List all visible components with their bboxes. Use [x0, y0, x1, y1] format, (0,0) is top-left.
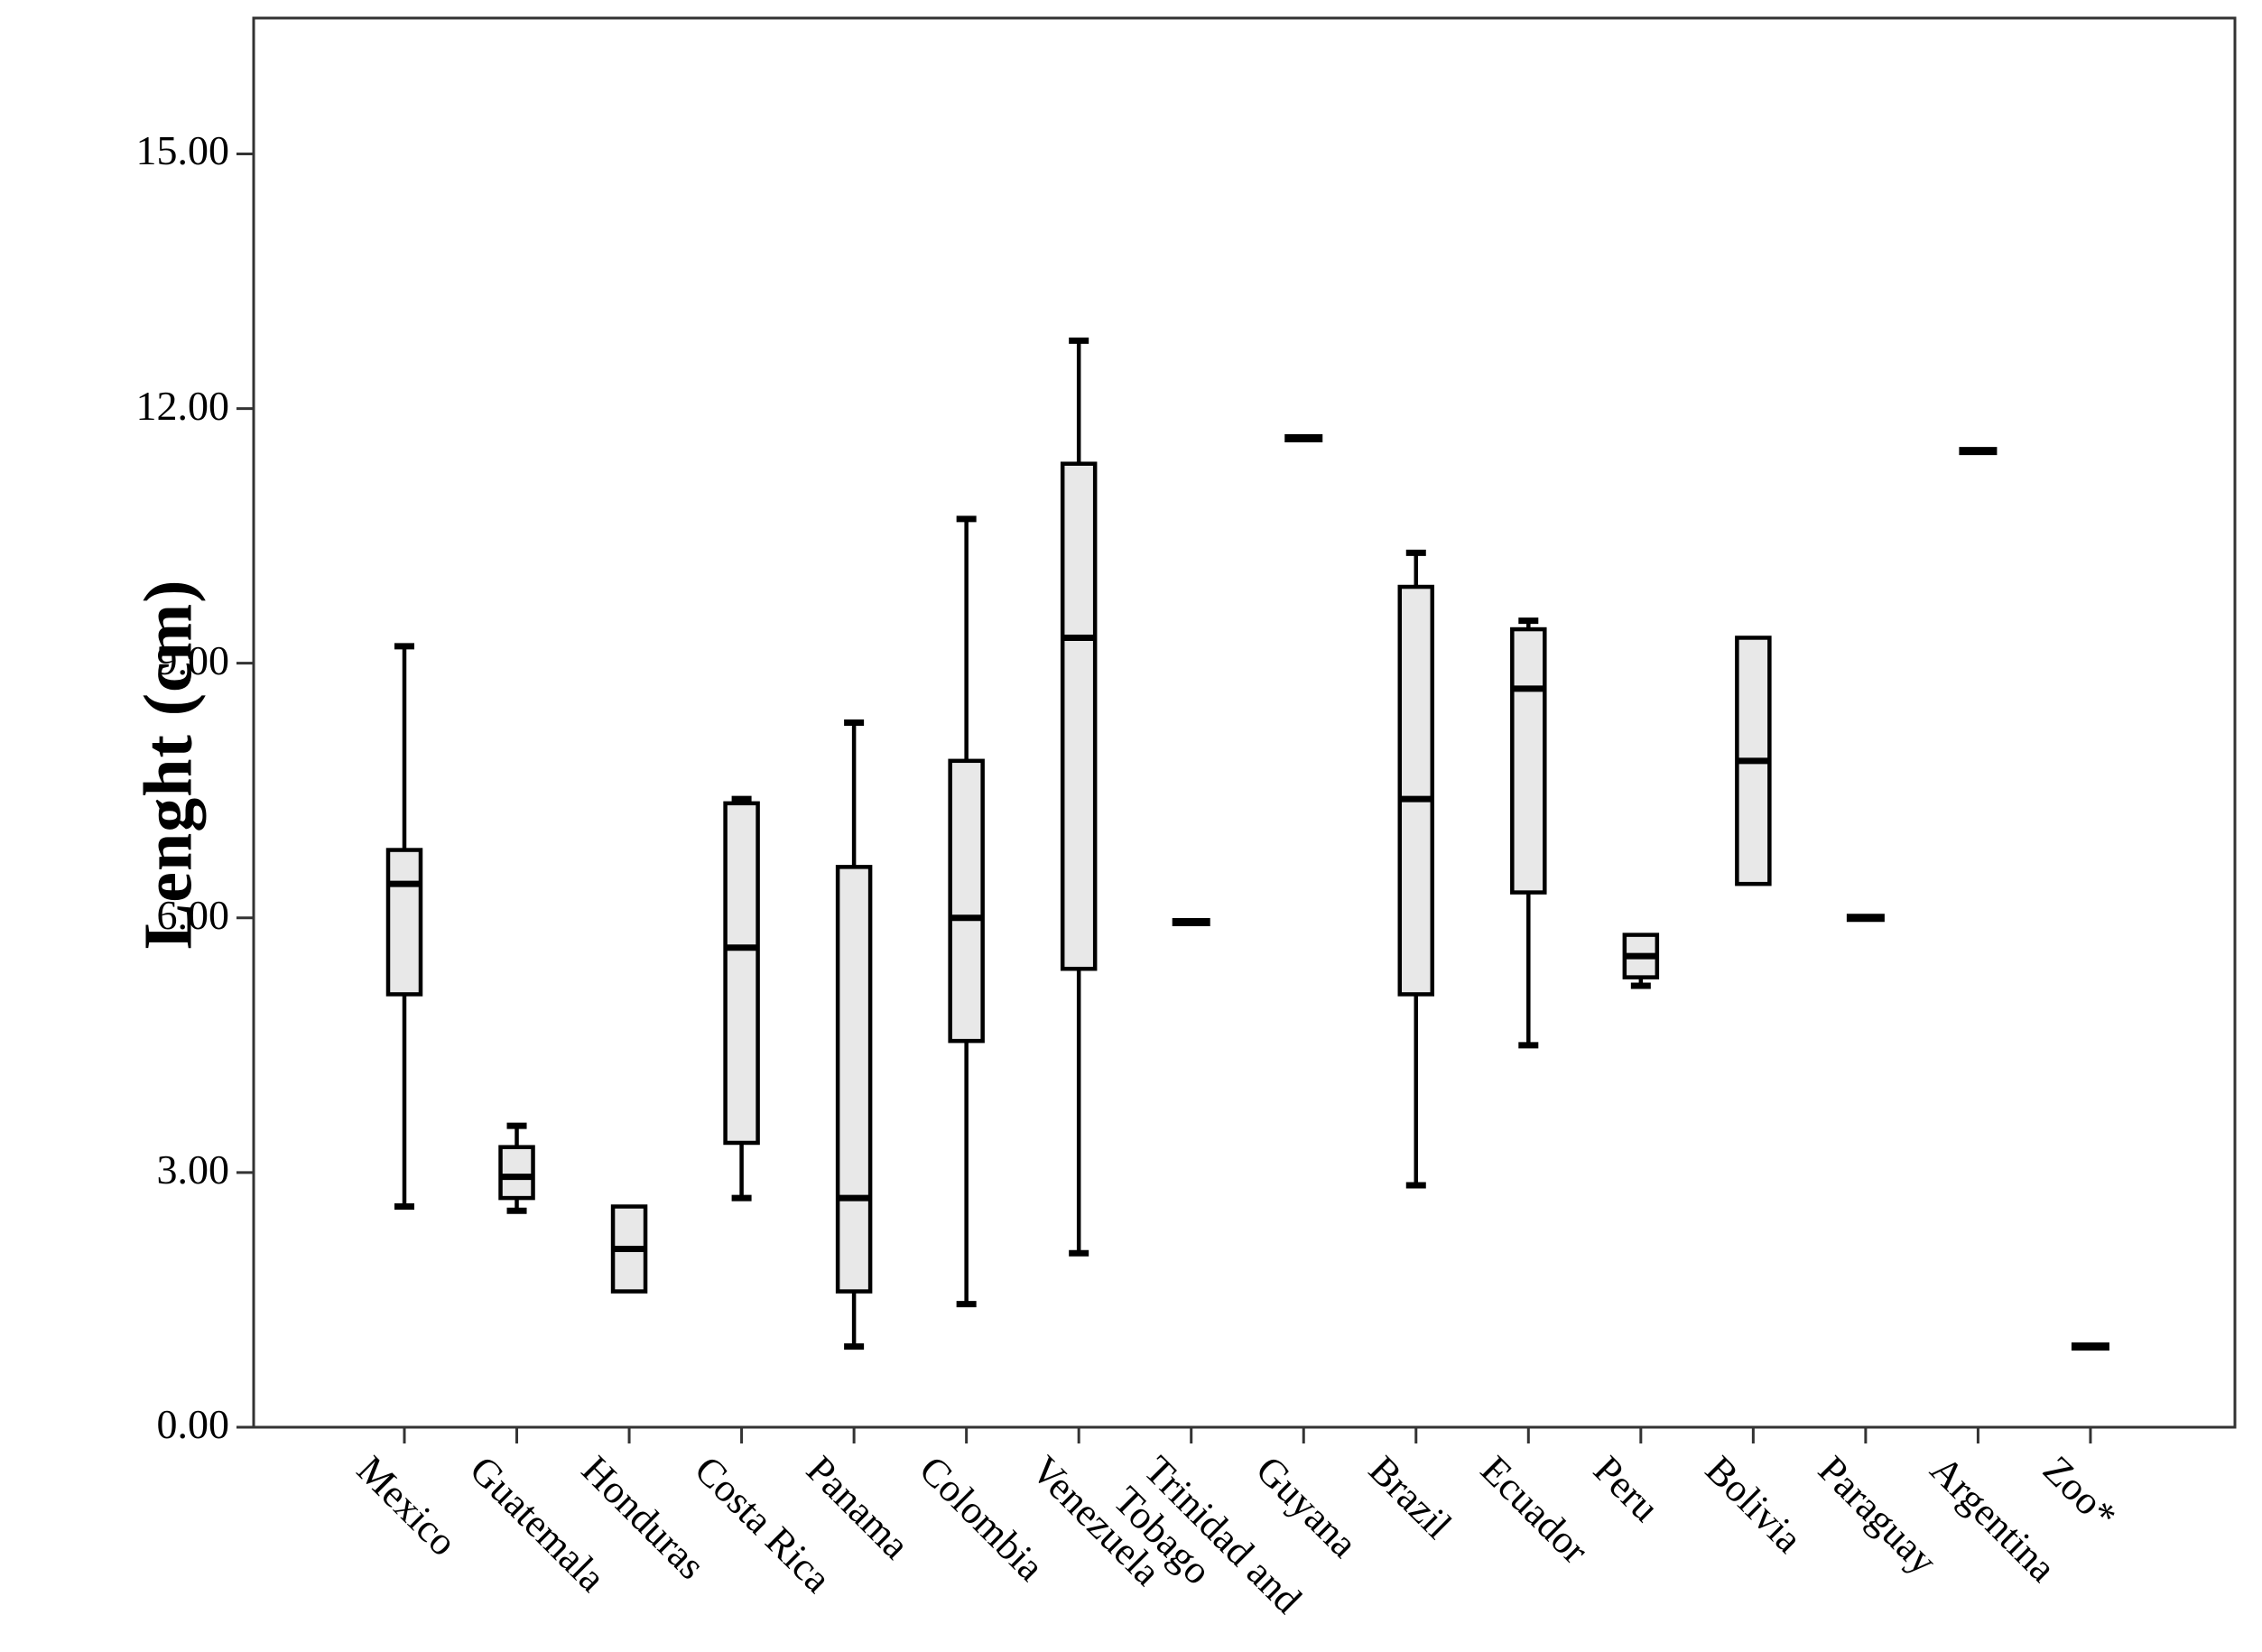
boxplot-guatemala [498, 1122, 535, 1214]
boxplot-colombia [948, 515, 985, 1308]
iqr-box [835, 865, 873, 1294]
boxplot-brazil [1397, 549, 1435, 1189]
y-tick-label: 6.00 [156, 891, 230, 938]
boxplot-mexico [385, 643, 423, 1211]
y-tick-label: 3.00 [156, 1146, 230, 1193]
iqr-box [1060, 461, 1098, 971]
boxplot-ecuador [1510, 617, 1547, 1049]
boxplot-venezuela [1060, 337, 1098, 1257]
boxplot-bolivia [1735, 636, 1772, 886]
iqr-box [1397, 584, 1435, 997]
iqr-box [498, 1145, 535, 1201]
y-tick-label: 9.00 [156, 636, 230, 683]
boxplot-peru [1622, 933, 1660, 989]
plot-area [236, 16, 2237, 1443]
y-tick-label: 15.00 [135, 127, 230, 174]
iqr-box [948, 758, 985, 1044]
y-tick-label: 12.00 [135, 382, 230, 429]
iqr-box [385, 848, 423, 997]
boxplot-costa-rica [723, 795, 760, 1202]
boxplot-figure: Lenght (cm) 0.00 3.00 6.00 9.00 12.00 15.00 M… [130, 16, 2237, 1622]
plot-border [252, 16, 2237, 1429]
y-tick-label: 0.00 [156, 1401, 230, 1447]
boxplot-panama [835, 719, 873, 1350]
iqr-box [1510, 626, 1547, 895]
iqr-box [723, 801, 760, 1146]
boxplot-honduras [610, 1204, 648, 1294]
